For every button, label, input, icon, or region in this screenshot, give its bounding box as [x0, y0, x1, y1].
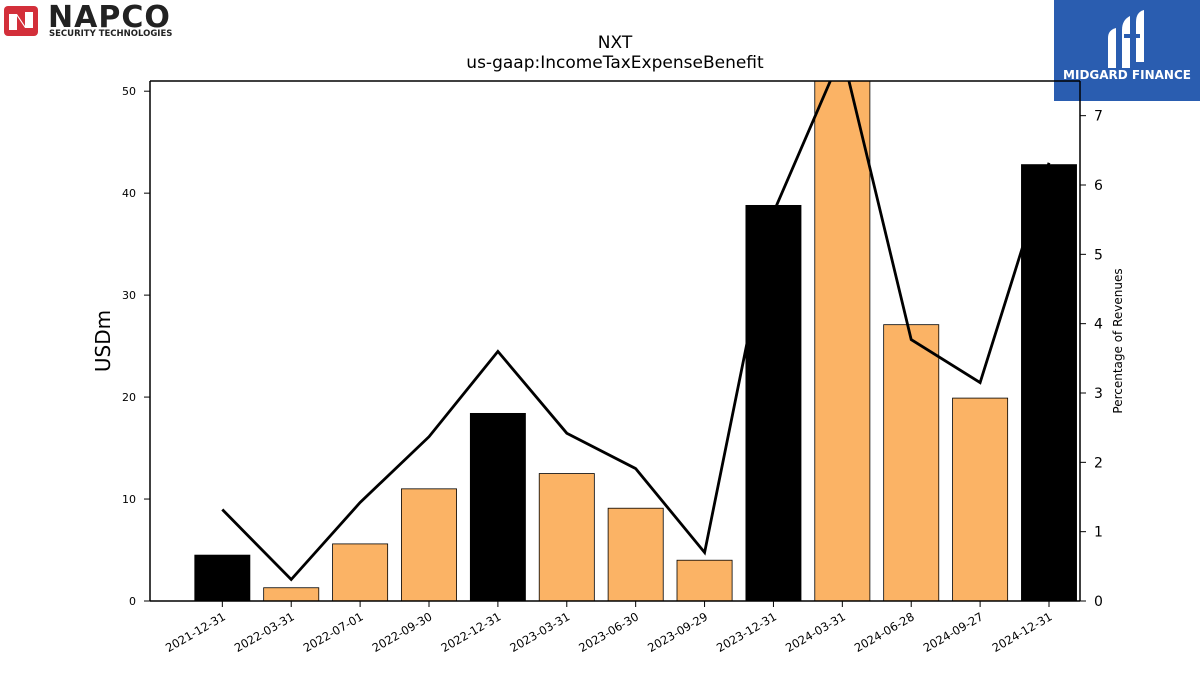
x-tick-label: 2022-07-01 — [301, 609, 366, 655]
y2-tick-label: 0 — [1094, 594, 1103, 610]
bar — [607, 507, 664, 601]
y2-tick-label: 7 — [1094, 109, 1103, 125]
x-tick-label: 2021-12-31 — [163, 609, 228, 655]
bar — [814, 81, 871, 601]
y2-tick-label: 5 — [1094, 247, 1103, 263]
midgard-logo-name: MIDGARD FINANCE — [1063, 68, 1191, 82]
line-series — [221, 81, 1051, 582]
midgard-mark-icon — [1108, 10, 1144, 68]
y-tick-label: 10 — [122, 493, 136, 506]
x-tick-label: 2024-12-31 — [990, 609, 1055, 655]
y-tick-label: 40 — [122, 187, 136, 200]
bar — [883, 324, 940, 601]
y-axis-label: USDm — [91, 310, 115, 372]
bar — [194, 554, 251, 601]
x-tick-label: 2022-12-31 — [439, 609, 504, 655]
y-tick-label: 30 — [122, 289, 136, 302]
bar — [401, 488, 457, 601]
x-tick-label: 2023-06-30 — [576, 609, 641, 655]
y-tick-label: 20 — [122, 391, 136, 404]
y-tick-label: 0 — [129, 595, 136, 608]
x-tick-label: 2023-09-29 — [645, 609, 710, 655]
x-tick-label: 2022-03-31 — [232, 609, 297, 655]
x-tick-label: 2022-09-30 — [370, 609, 435, 655]
x-tick-label: 2024-03-31 — [783, 609, 848, 655]
bar — [538, 473, 595, 601]
y-tick-label: 50 — [122, 85, 136, 98]
bar — [952, 397, 1009, 601]
y2-tick-label: 3 — [1094, 386, 1103, 402]
napco-logo-tagline: SECURITY TECHNOLOGIES — [49, 29, 173, 39]
x-tick-label: 2024-09-27 — [921, 609, 986, 655]
y2-tick-label: 4 — [1094, 317, 1103, 333]
napco-logo: NAPCO SECURITY TECHNOLOGIES — [4, 0, 214, 40]
y2-tick-label: 6 — [1094, 178, 1103, 194]
y2-tick-label: 1 — [1094, 525, 1103, 541]
napco-mark-icon — [4, 6, 38, 36]
bar — [745, 204, 802, 601]
y2-tick-label: 2 — [1094, 455, 1103, 471]
bar — [263, 587, 320, 601]
bar — [676, 559, 733, 601]
x-tick-label: 2023-12-31 — [714, 609, 779, 655]
y2-axis-label: Percentage of Revenues — [1111, 268, 1125, 413]
bar — [332, 543, 389, 601]
chart-title: NXT — [598, 33, 633, 53]
chart-subtitle: us-gaap:IncomeTaxExpenseBenefit — [466, 53, 764, 73]
napco-logo-name: NAPCO — [48, 0, 171, 35]
bar-series — [194, 81, 1077, 601]
ratio-line — [221, 81, 1051, 582]
midgard-logo: MIDGARD FINANCE — [1054, 0, 1200, 101]
x-tick-label: 2023-03-31 — [507, 609, 572, 655]
x-tick-label: 2024-06-28 — [852, 609, 917, 655]
bar — [469, 412, 526, 601]
bar — [1021, 164, 1077, 601]
